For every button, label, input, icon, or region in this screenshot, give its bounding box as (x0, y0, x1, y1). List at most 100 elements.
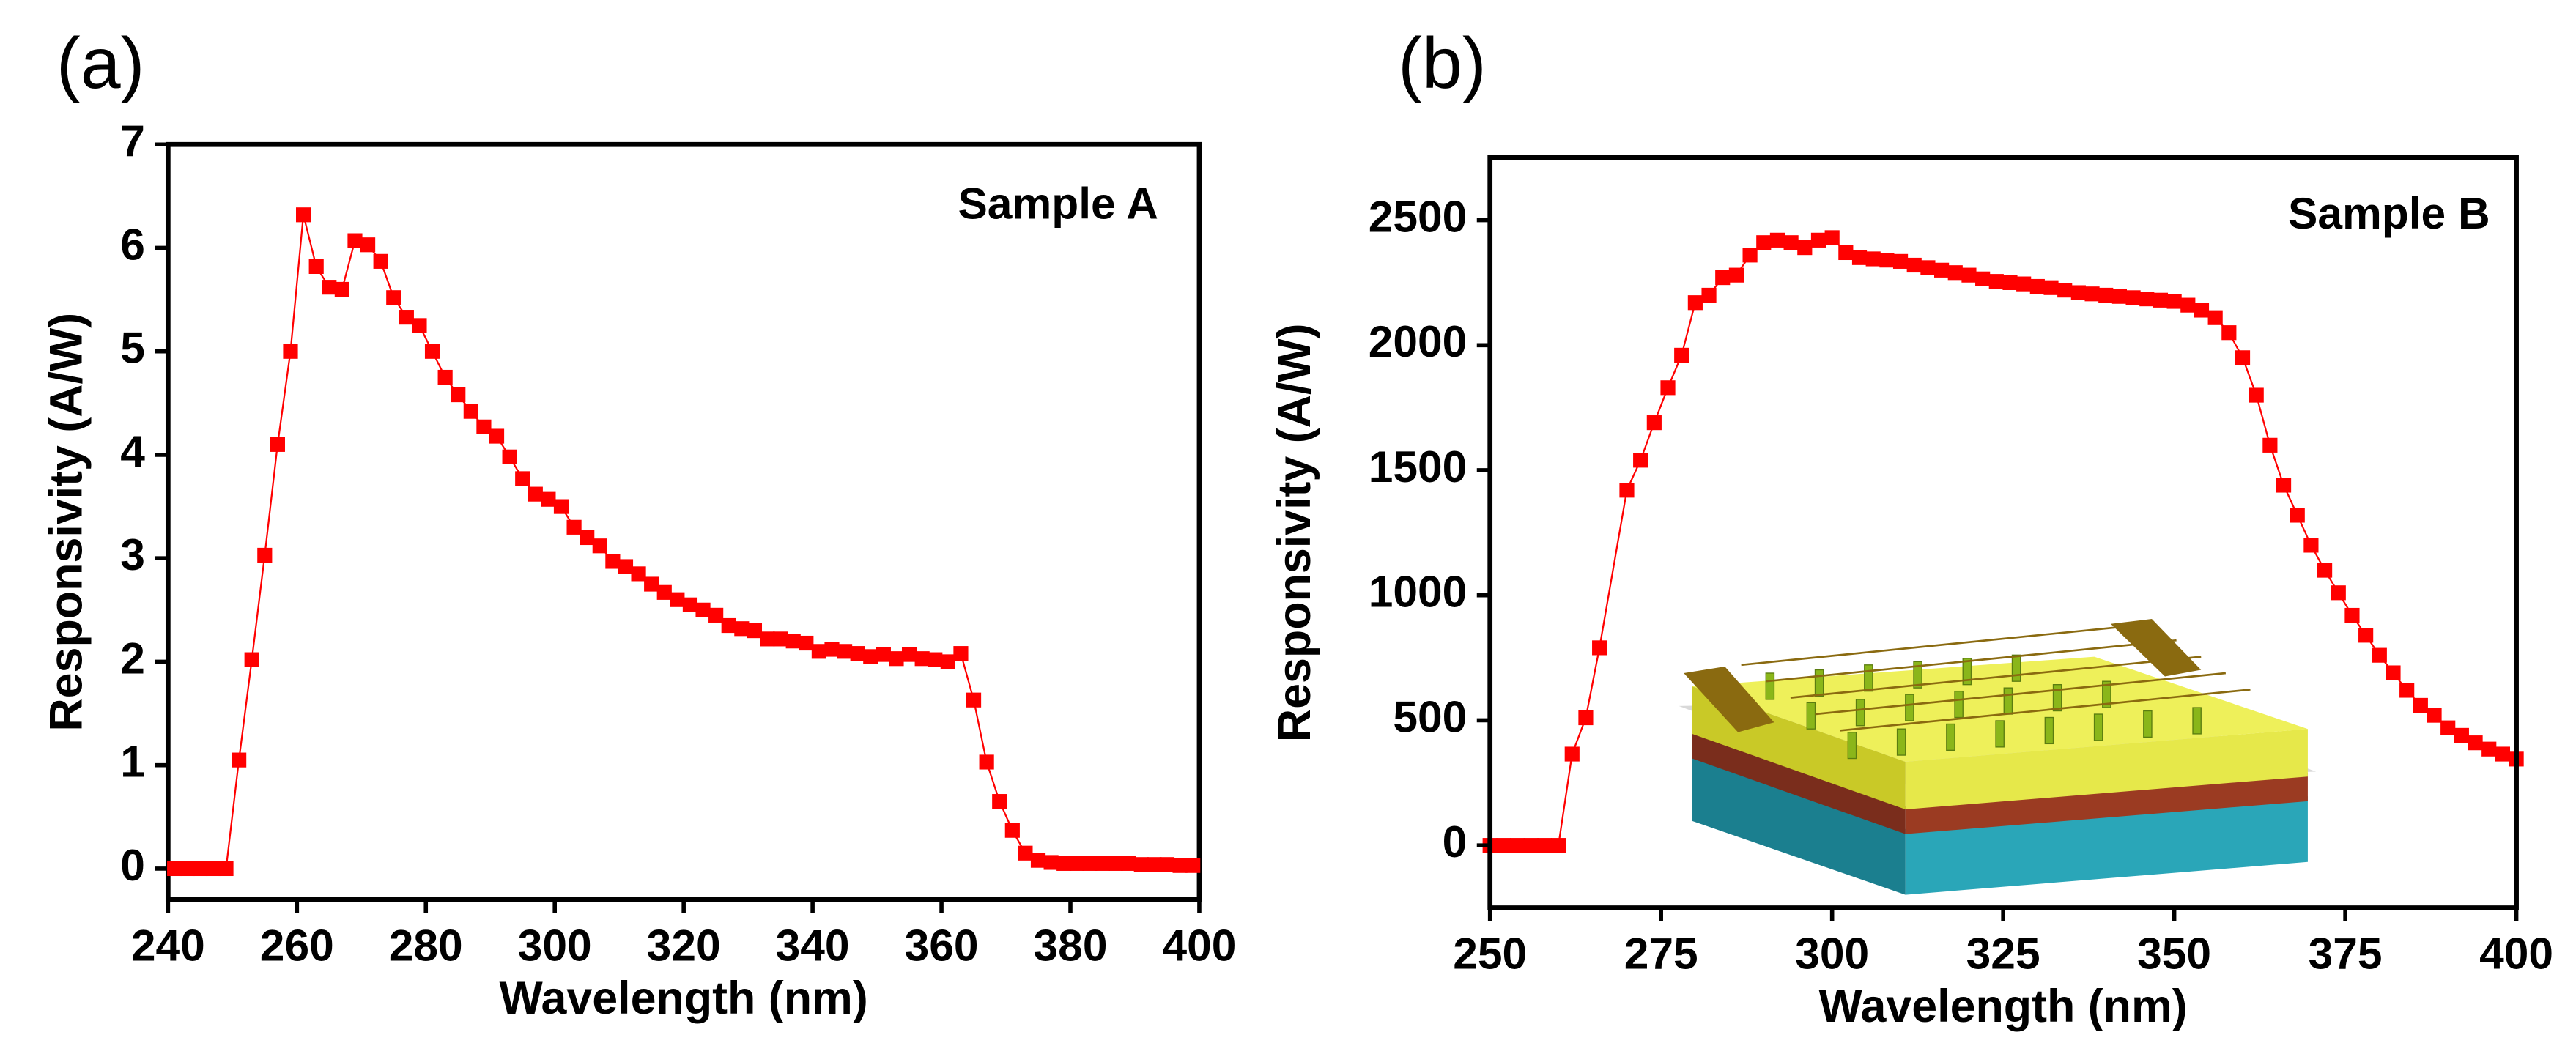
data-point (992, 794, 1007, 809)
data-point (373, 253, 388, 269)
data-point (1633, 453, 1648, 468)
data-point (437, 369, 453, 385)
data-point (799, 635, 814, 651)
data-point (1030, 853, 1046, 868)
x-tick-label: 280 (389, 921, 463, 971)
data-point (296, 207, 311, 223)
data-point (2413, 697, 2428, 713)
data-point (721, 617, 736, 634)
panel-label: (b) (1398, 23, 1487, 103)
y-tick-label: 1500 (1369, 442, 1467, 491)
data-point (424, 344, 440, 359)
data-point (1159, 857, 1175, 872)
data-point (2207, 310, 2223, 325)
data-point (1728, 267, 1744, 283)
data-point (1004, 823, 1020, 838)
data-point (850, 646, 865, 661)
data-point (2016, 276, 2032, 292)
data-point (1824, 230, 1840, 245)
data-point (1646, 415, 1662, 431)
data-point (2468, 735, 2483, 751)
data-point (1851, 250, 1868, 265)
data-point (1797, 240, 1813, 256)
data-point (863, 649, 878, 664)
y-tick-label: 0 (120, 840, 145, 890)
data-point (2290, 508, 2305, 523)
data-point (1934, 262, 1950, 278)
data-point (1121, 856, 1136, 871)
data-point (1687, 295, 1703, 311)
x-tick-label: 400 (1162, 921, 1236, 971)
data-point (837, 644, 853, 659)
data-point (347, 233, 363, 248)
data-point (1810, 232, 1826, 248)
data-point (682, 597, 698, 612)
data-point (2495, 746, 2510, 762)
data-point (1082, 856, 1098, 871)
data-point (889, 651, 904, 667)
y-tick-label: 500 (1393, 691, 1467, 741)
data-point (2386, 665, 2401, 680)
data-point (2166, 294, 2182, 309)
data-point (605, 554, 621, 569)
data-point (2276, 478, 2292, 493)
data-point (1674, 347, 1689, 363)
data-point (1660, 380, 1676, 396)
data-point (2344, 607, 2360, 623)
data-point (1592, 640, 1607, 656)
data-point (1783, 235, 1799, 250)
panel-label: (a) (56, 23, 145, 103)
data-point (953, 646, 969, 661)
data-point (2153, 292, 2169, 308)
data-point (979, 754, 994, 770)
y-tick-label: 5 (120, 323, 145, 373)
data-point (1756, 235, 1772, 250)
data-point (502, 449, 517, 464)
data-point (205, 861, 221, 877)
data-point (747, 623, 763, 639)
data-point (2084, 286, 2100, 302)
data-point (2029, 278, 2045, 294)
y-tick-label: 2 (120, 633, 145, 683)
data-point (734, 621, 750, 637)
data-point (1906, 257, 1922, 273)
x-tick-label: 350 (2137, 929, 2211, 979)
data-point (2454, 727, 2469, 743)
data-point (489, 428, 505, 444)
data-point (1523, 838, 1539, 853)
annotation: Sample A (958, 178, 1158, 228)
data-point (193, 861, 208, 877)
data-point (2440, 720, 2456, 735)
x-tick-label: 400 (2479, 929, 2553, 979)
data-point (399, 310, 414, 325)
data-point (2139, 292, 2155, 307)
y-tick-label: 2500 (1369, 192, 1467, 242)
data-point (2221, 325, 2237, 341)
data-point (785, 634, 801, 649)
data-point (412, 318, 427, 333)
y-axis-label: Responsivity (A/W) (1269, 323, 1320, 742)
data-point (244, 652, 259, 667)
data-point (1564, 746, 1580, 762)
x-tick-label: 275 (1624, 929, 1698, 979)
data-point (476, 419, 492, 434)
data-point (360, 237, 376, 253)
data-point (1185, 858, 1201, 873)
data-point (760, 631, 775, 647)
data-point (1172, 858, 1188, 873)
data-point (1537, 838, 1552, 853)
data-point (1892, 253, 1909, 269)
data-point (1619, 483, 1635, 498)
data-point (2057, 283, 2073, 298)
data-point (2194, 303, 2210, 318)
data-point (541, 491, 556, 507)
data-point (914, 651, 930, 667)
data-point (1838, 245, 1854, 261)
data-point (2262, 437, 2278, 453)
data-point (515, 471, 530, 486)
data-point (232, 752, 247, 768)
data-point (322, 280, 337, 295)
data-point (463, 404, 478, 419)
data-point (656, 584, 672, 600)
data-point (901, 647, 917, 662)
